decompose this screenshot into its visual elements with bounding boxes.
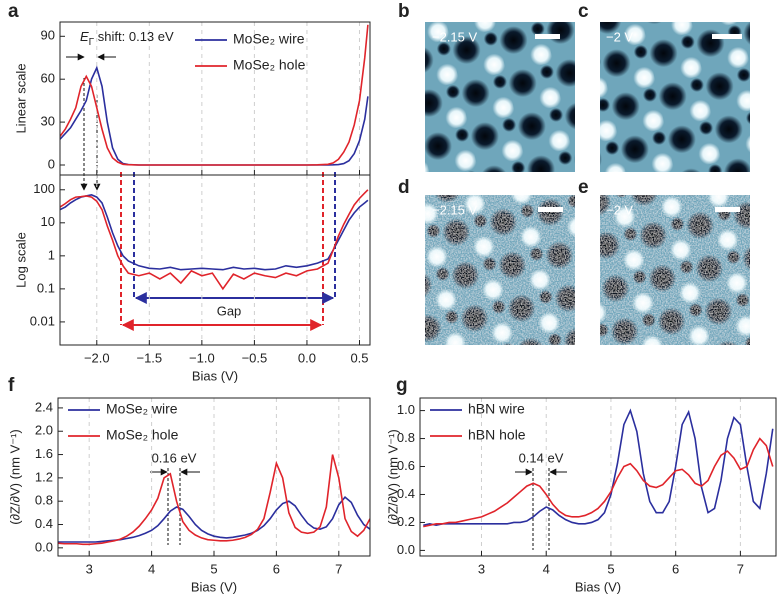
- annotation-subscript: Γ: [89, 37, 95, 48]
- y-tick-label: 1.0: [397, 402, 415, 417]
- x-tick-label: 3: [86, 561, 93, 576]
- legend-label: MoSe₂ wire: [106, 401, 178, 417]
- x-tick-label: −2.0: [84, 350, 110, 365]
- panel-label: g: [396, 375, 408, 396]
- x-tick-label: −1.5: [136, 350, 162, 365]
- x-tick-label: 0.5: [350, 350, 368, 365]
- x-tick-label: 4: [543, 561, 550, 576]
- x-axis-label: Bias (V): [191, 579, 237, 594]
- y-tick-label: 1.2: [35, 469, 53, 484]
- y-tick-label: 0.4: [397, 486, 415, 501]
- annotation-text: shift: 0.13 eV: [94, 29, 174, 44]
- y-tick-label: 10: [41, 214, 55, 229]
- legend-label: MoSe₂ wire: [233, 31, 305, 47]
- y-tick-label: 0.6: [397, 458, 415, 473]
- plot-frame: [419, 397, 777, 557]
- panel-label: e: [578, 177, 589, 198]
- scale-bar: [535, 34, 560, 39]
- image-label: −2 V: [606, 202, 633, 217]
- panel-label: a: [8, 1, 19, 22]
- y-tick-label: 30: [41, 114, 55, 129]
- image-label: −2 V: [606, 29, 633, 44]
- y-tick-label: 0.2: [397, 514, 415, 529]
- x-tick-label: 6: [273, 561, 280, 576]
- x-tick-label: 5: [210, 561, 217, 576]
- y-tick-label: 0.0: [35, 539, 53, 554]
- plot-frame: [59, 174, 371, 346]
- y-tick-label: 0: [48, 156, 55, 171]
- x-axis-label: Bias (V): [192, 368, 238, 383]
- x-tick-label: 3: [478, 561, 485, 576]
- y-tick-label: 0.4: [35, 516, 53, 531]
- y-tick-label: 0.8: [35, 493, 53, 508]
- x-tick-label: 0.0: [298, 350, 316, 365]
- stm-images: −2.15 V −2 V −2.15 V −2 V: [425, 22, 750, 345]
- scale-bar: [712, 34, 742, 39]
- x-tick-label: −0.5: [242, 350, 268, 365]
- legend-label: hBN hole: [468, 427, 526, 443]
- y-tick-label: 1: [48, 247, 55, 262]
- series-line: [423, 437, 774, 528]
- scale-bar: [715, 207, 740, 212]
- series-line: [60, 189, 369, 291]
- x-tick-label: 4: [148, 561, 155, 576]
- panel-label: d: [398, 177, 410, 198]
- panel-label: f: [8, 375, 15, 396]
- annotation-arrows: [66, 53, 567, 550]
- y-tick-label: 1.6: [35, 446, 53, 461]
- y-tick-label: 0.0: [397, 542, 415, 557]
- y-axis-label: (∂Z/∂V) (nm V⁻¹): [385, 429, 400, 525]
- scale-bar: [538, 207, 563, 212]
- series-line: [60, 24, 369, 166]
- x-tick-label: 7: [737, 561, 744, 576]
- y-tick-label: 2.4: [35, 399, 53, 414]
- series-line: [423, 408, 774, 527]
- panel-label: c: [578, 1, 589, 22]
- panel-label: b: [398, 1, 410, 22]
- legend-label: MoSe₂ hole: [233, 57, 306, 73]
- y-axis-label: (∂Z/∂V) (nm V⁻¹): [7, 429, 22, 525]
- image-e: [600, 195, 750, 345]
- legend-label: hBN wire: [468, 401, 525, 417]
- series-line: [60, 194, 369, 271]
- y-axis-label: Log scale: [13, 232, 28, 288]
- chart: 3 4 5 6 7 0.0 0.4 0.8 1.2 1.6 2.0 2.4 MoSe₂ wire MoSe…: [7, 397, 371, 594]
- plot-frame: [59, 21, 371, 176]
- y-tick-label: 0.1: [37, 280, 55, 295]
- chart: 3 4 5 6 7 0.0 0.2 0.4 0.6 0.8 1.0 hBN wire hBN hole (…: [385, 397, 777, 594]
- chart: −2.0 −1.5 −1.0 −0.5 0.0 0.5 0.01 0.1 1 10 100 Log s…: [13, 174, 371, 383]
- y-tick-label: 0.01: [30, 313, 55, 328]
- annotation: EΓ shift: 0.13 eV: [80, 29, 174, 47]
- y-tick-label: 60: [41, 71, 55, 86]
- y-tick-label: 0.8: [397, 430, 415, 445]
- annotation-symbol: E: [80, 29, 89, 44]
- x-tick-label: 6: [672, 561, 679, 576]
- image-b: [425, 22, 575, 172]
- chart: 0 30 60 90 MoSe₂ wire MoSe₂ hole Linear scale E…: [13, 21, 371, 176]
- x-tick-label: 7: [335, 561, 342, 576]
- image-label: −2.15 V: [432, 202, 478, 217]
- annotation: 0.14 eV: [519, 450, 564, 465]
- series-line: [58, 454, 370, 546]
- image-c: [600, 22, 750, 172]
- y-axis-label: Linear scale: [13, 63, 28, 133]
- x-tick-label: −1.0: [189, 350, 215, 365]
- image-label: −2.15 V: [432, 29, 478, 44]
- series-line: [60, 65, 369, 166]
- x-tick-label: 5: [607, 561, 614, 576]
- x-axis-label: Bias (V): [575, 579, 621, 594]
- y-tick-label: 100: [33, 181, 55, 196]
- annotation: Gap: [217, 303, 242, 318]
- legend-label: MoSe₂ hole: [106, 427, 179, 443]
- image-d: [425, 195, 575, 345]
- plot-frame: [57, 397, 371, 557]
- y-tick-label: 2.0: [35, 423, 53, 438]
- y-tick-label: 90: [41, 28, 55, 43]
- annotation: 0.16 eV: [152, 450, 197, 465]
